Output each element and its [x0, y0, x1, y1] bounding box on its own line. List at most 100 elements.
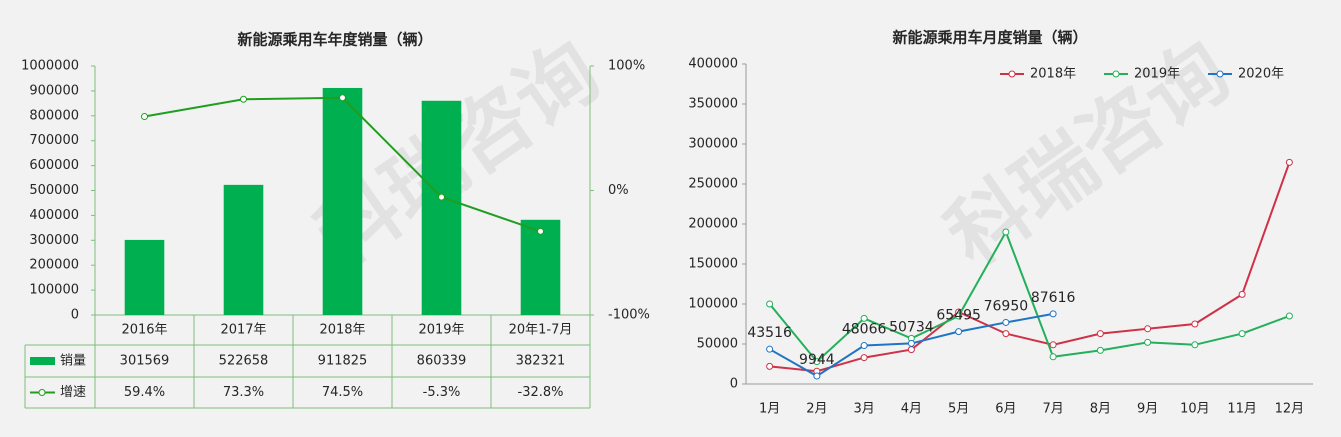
y-tick-label: 700000	[29, 133, 79, 148]
legend-label: 2018年	[1030, 67, 1076, 82]
table-cell: 382321	[516, 354, 566, 369]
table-cell: 74.5%	[322, 385, 363, 400]
x-tick-label: 2月	[806, 402, 827, 417]
point	[1238, 330, 1246, 338]
y-tick-label: 350000	[688, 97, 738, 112]
data-label: 43516	[747, 325, 792, 341]
legend-marker	[1112, 70, 1120, 78]
y-tick-label: 0	[71, 308, 79, 323]
point	[1191, 341, 1199, 349]
y-tick-label: 200000	[688, 217, 738, 232]
y-tick-label: 100000	[688, 297, 738, 312]
point	[1144, 338, 1152, 346]
x-tick-label: 20年1-7月	[509, 323, 573, 338]
legend-marker	[38, 389, 46, 396]
table-cell: -32.8%	[518, 385, 564, 400]
data-label: 9944	[799, 352, 835, 368]
x-tick-label: 12月	[1275, 402, 1305, 417]
chart-title: 新能源乘用车年度销量（辆）	[237, 31, 432, 49]
point	[766, 362, 774, 370]
x-tick-label: 9月	[1137, 402, 1158, 417]
x-tick-label: 6月	[995, 402, 1016, 417]
y2-tick-label: 0%	[608, 183, 629, 198]
point	[1002, 318, 1010, 326]
y-tick-label: 500000	[29, 183, 79, 198]
watermark: 科瑞咨询	[930, 24, 1245, 284]
point	[860, 342, 868, 350]
point	[955, 312, 963, 320]
table-cell: 860339	[417, 354, 467, 369]
line	[769, 162, 1291, 373]
data-label: 50734	[889, 319, 934, 335]
point	[1191, 320, 1199, 328]
x-tick-label: 11月	[1227, 402, 1257, 417]
bar	[124, 239, 165, 315]
legend-label: 2020年	[1238, 67, 1284, 82]
x-tick-label: 3月	[853, 402, 874, 417]
y-tick-label: 100000	[29, 283, 79, 298]
y-tick-label: 300000	[29, 233, 79, 248]
point	[813, 372, 821, 380]
y-tick-label: 600000	[29, 158, 79, 173]
point	[240, 95, 247, 103]
point	[1049, 341, 1057, 349]
x-tick-label: 5月	[948, 402, 969, 417]
y2-tick-label: -100%	[608, 308, 650, 323]
point	[1238, 290, 1246, 298]
table-cell: 73.3%	[223, 385, 264, 400]
point	[813, 358, 821, 366]
point	[860, 314, 868, 322]
bar	[520, 219, 561, 315]
point	[141, 113, 148, 121]
point	[1002, 228, 1010, 236]
point	[1144, 325, 1152, 333]
point	[339, 94, 346, 102]
data-label: 76950	[984, 298, 1029, 314]
x-tick-label: 4月	[901, 402, 922, 417]
point	[438, 193, 445, 201]
legend-swatch	[30, 357, 55, 365]
x-tick-label: 8月	[1090, 402, 1111, 417]
y-tick-label: 1000000	[21, 59, 79, 74]
y-tick-label: 250000	[688, 177, 738, 192]
legend-marker	[1216, 70, 1224, 78]
point	[1285, 312, 1293, 320]
point	[1285, 158, 1293, 166]
table-cell: 522658	[219, 354, 269, 369]
y-tick-label: 50000	[697, 337, 738, 352]
data-label: 87616	[1031, 290, 1076, 306]
y-tick-label: 400000	[29, 208, 79, 223]
data-label: 65495	[936, 308, 981, 324]
point	[907, 346, 915, 354]
x-tick-label: 2016年	[121, 323, 167, 338]
y-tick-label: 400000	[688, 57, 738, 72]
point	[860, 354, 868, 362]
x-tick-label: 2019年	[418, 323, 464, 338]
y-tick-label: 0	[730, 377, 738, 392]
point	[907, 339, 915, 347]
table-cell: 59.4%	[124, 385, 165, 400]
x-tick-label: 7月	[1042, 402, 1063, 417]
legend-label: 销量	[60, 354, 86, 369]
table-cell: 301569	[120, 354, 170, 369]
x-tick-label: 2018年	[319, 323, 365, 338]
y-tick-label: 150000	[688, 257, 738, 272]
legend-label: 增速	[60, 385, 86, 400]
line	[768, 229, 1290, 364]
y-tick-label: 800000	[29, 108, 79, 123]
bar	[322, 87, 363, 316]
point	[1096, 346, 1104, 354]
point	[1002, 330, 1010, 338]
legend-label: 2019年	[1134, 67, 1180, 82]
x-tick-label: 1月	[759, 402, 780, 417]
y-tick-label: 900000	[29, 83, 79, 98]
bar	[223, 184, 264, 315]
x-tick-label: 10月	[1180, 402, 1210, 417]
table-cell: 911825	[318, 354, 368, 369]
y2-tick-label: 100%	[608, 59, 645, 74]
point	[955, 328, 963, 336]
point	[537, 227, 544, 235]
table-cell: -5.3%	[423, 385, 461, 400]
point	[1049, 310, 1057, 318]
